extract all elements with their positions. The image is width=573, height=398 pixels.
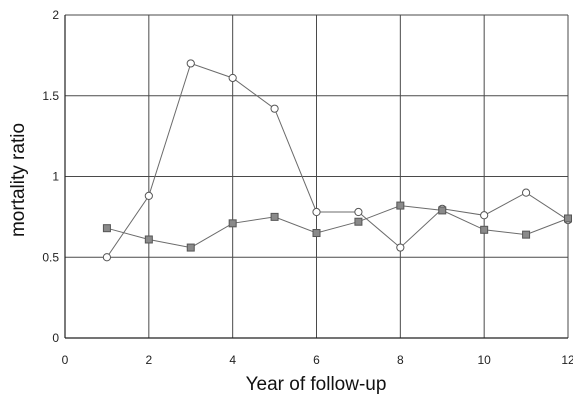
data-point-square (186, 243, 195, 252)
y-tick-label: 0 (52, 331, 59, 345)
x-axis-title: Year of follow-up (246, 374, 387, 395)
y-tick-label: 0.5 (42, 250, 59, 264)
data-point-square (438, 206, 447, 215)
data-point-circle (396, 243, 405, 252)
x-tick-label: 4 (229, 353, 236, 367)
x-tick-label: 12 (561, 353, 573, 367)
series-square (102, 201, 572, 252)
data-point-square (480, 225, 489, 234)
x-tick-label: 2 (145, 353, 152, 367)
series-line (106, 205, 569, 249)
data-point-circle (312, 207, 321, 217)
data-point-circle (521, 188, 531, 197)
data-point-circle (270, 104, 279, 113)
data-point-circle (228, 73, 237, 83)
data-point-square (270, 212, 279, 221)
data-point-square (522, 230, 531, 239)
data-point-square (102, 224, 111, 233)
y-tick-label: 2 (52, 8, 59, 22)
axes (64, 15, 568, 339)
data-point-circle (186, 59, 195, 68)
data-point-square (564, 214, 572, 223)
y-tick-label: 1.5 (42, 89, 59, 103)
x-tick-label: 8 (397, 353, 404, 367)
data-point-square (144, 235, 153, 244)
data-series (102, 59, 573, 262)
series-line (106, 62, 569, 258)
x-tick-labels: 0 2 4 6 8 10 12 (62, 353, 573, 367)
y-axis-title: mortality ratio (8, 123, 29, 237)
data-point-circle (480, 211, 489, 220)
y-tick-labels: 0 0.5 1 1.5 2 (42, 8, 59, 345)
data-point-square (312, 229, 321, 238)
grid-lines (65, 14, 569, 338)
x-tick-label: 6 (313, 353, 320, 367)
x-tick-label: 0 (62, 353, 69, 367)
x-tick-label: 10 (477, 353, 491, 367)
data-point-square (228, 219, 237, 228)
y-tick-label: 1 (52, 170, 59, 184)
data-point-square (396, 201, 405, 210)
data-point-circle (102, 253, 112, 262)
series-circle (102, 59, 573, 262)
data-point-circle (144, 191, 153, 200)
data-point-circle (354, 207, 363, 217)
data-point-square (354, 217, 363, 226)
